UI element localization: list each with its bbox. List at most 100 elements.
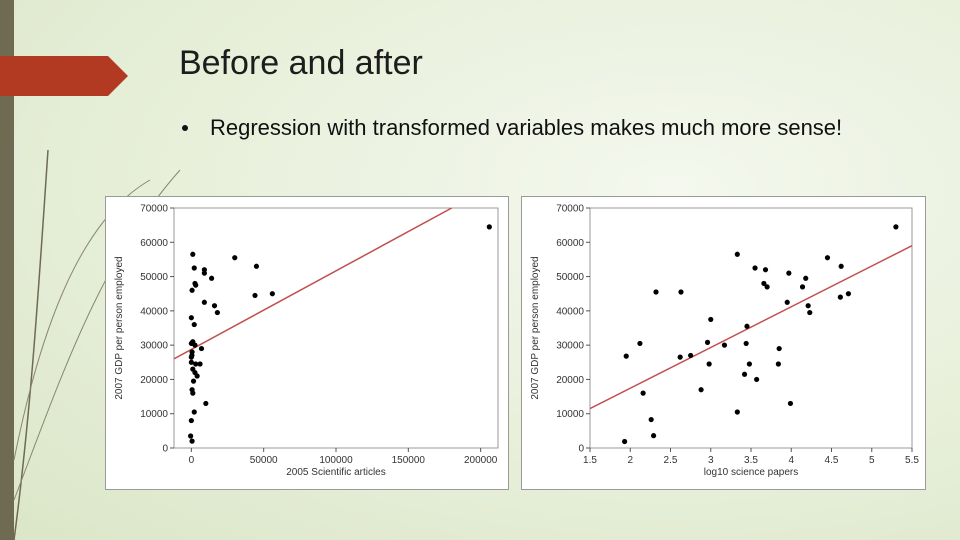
- data-point: [192, 280, 198, 287]
- data-point: [805, 303, 811, 309]
- data-point: [845, 291, 852, 297]
- data-point: [744, 323, 750, 329]
- data-point: [698, 387, 704, 393]
- y-tick-label: 50000: [556, 272, 584, 283]
- x-tick-label: 50000: [250, 455, 278, 466]
- data-point: [743, 340, 749, 347]
- data-point: [688, 352, 694, 359]
- y-tick-label: 20000: [556, 375, 584, 386]
- bullet-text: Regression with transformed variables ma…: [210, 115, 843, 140]
- y-tick-label: 30000: [556, 341, 584, 352]
- data-point: [754, 376, 760, 383]
- data-point: [189, 287, 195, 293]
- data-point: [194, 373, 200, 379]
- data-point: [776, 345, 782, 352]
- data-point: [201, 299, 207, 305]
- data-point: [746, 361, 752, 367]
- data-point: [188, 417, 194, 424]
- x-tick-label: 5.5: [905, 455, 919, 466]
- data-point: [211, 303, 218, 309]
- data-point: [838, 263, 844, 269]
- data-point: [752, 265, 758, 271]
- data-point: [191, 409, 197, 415]
- x-tick-label: 2: [627, 455, 633, 466]
- data-point: [787, 400, 794, 407]
- data-point: [232, 255, 238, 261]
- data-point: [837, 294, 843, 300]
- data-point: [252, 292, 258, 299]
- y-tick-label: 40000: [556, 306, 584, 317]
- data-point: [190, 378, 197, 384]
- x-tick-label: 200000: [464, 455, 498, 466]
- y-tick-label: 60000: [556, 238, 584, 249]
- regression-line: [174, 208, 453, 360]
- x-tick-label: 0: [189, 455, 195, 466]
- data-point: [807, 309, 813, 316]
- data-point: [761, 280, 767, 287]
- y-tick-label: 0: [162, 444, 168, 455]
- scatter-chart-log-svg: 0 10000 20000 30000 40000 50000 60000 70000 1.5 2…: [530, 204, 919, 479]
- data-point: [786, 270, 792, 276]
- y-tick-label: 40000: [140, 306, 168, 317]
- data-point: [209, 275, 215, 281]
- scatter-chart-raw-svg: 0 10000 20000 30000 40000 50000 60000 70000 0 500…: [114, 204, 499, 478]
- data-point: [637, 340, 643, 347]
- data-point: [803, 275, 809, 281]
- data-point: [704, 339, 711, 345]
- y-tick-label: 10000: [140, 409, 168, 420]
- data-point: [640, 390, 646, 396]
- data-point: [191, 265, 197, 271]
- data-point: [708, 316, 714, 323]
- data-point: [203, 400, 209, 407]
- y-tick-label: 30000: [140, 341, 168, 352]
- data-point: [214, 309, 220, 316]
- data-point: [188, 315, 194, 321]
- data-point: [188, 433, 194, 439]
- data-point: [188, 340, 194, 347]
- data-point: [734, 251, 740, 257]
- x-tick-label: 100000: [319, 455, 353, 466]
- data-point: [799, 284, 806, 290]
- scatter-chart-log: 0 10000 20000 30000 40000 50000 60000 70000 1.5 2…: [521, 196, 926, 490]
- y-tick-label: 10000: [556, 409, 584, 420]
- bullet-icon: [182, 125, 188, 131]
- scatter-chart-raw: 0 10000 20000 30000 40000 50000 60000 70000 0 500…: [105, 196, 509, 490]
- x-axis-label: 2005 Scientific articles: [286, 467, 386, 478]
- data-point: [188, 359, 194, 365]
- data-point: [678, 289, 684, 295]
- data-point: [622, 438, 628, 445]
- data-point: [269, 291, 275, 297]
- x-axis-label: log10 science papers: [704, 467, 799, 478]
- data-point: [721, 342, 728, 348]
- data-point: [653, 289, 659, 295]
- data-point: [253, 263, 260, 269]
- y-tick-label: 0: [578, 444, 584, 455]
- data-point: [677, 354, 683, 360]
- data-point: [784, 299, 790, 305]
- x-tick-label: 3.5: [744, 455, 758, 466]
- plot-area: [589, 207, 913, 449]
- data-point: [775, 361, 781, 367]
- x-tick-label: 4.5: [825, 455, 839, 466]
- y-tick-label: 70000: [140, 204, 168, 215]
- data-point: [764, 284, 770, 290]
- data-point: [198, 345, 205, 352]
- x-tick-label: 1.5: [583, 455, 597, 466]
- data-point: [650, 433, 657, 439]
- data-point: [762, 267, 769, 273]
- plot-area: [173, 207, 499, 449]
- title-accent-tab: [0, 56, 128, 96]
- x-tick-label: 3: [708, 455, 714, 466]
- data-point: [197, 361, 203, 367]
- data-point: [190, 251, 196, 257]
- data-point: [190, 390, 196, 396]
- data-point: [191, 321, 197, 328]
- y-tick-label: 20000: [140, 375, 168, 386]
- data-point: [706, 361, 712, 367]
- y-axis-label: 2007 GDP per person employed: [530, 256, 541, 399]
- data-point: [201, 270, 207, 276]
- y-axis-label: 2007 GDP per person employed: [114, 256, 125, 399]
- x-tick-label: 2.5: [664, 455, 678, 466]
- slide-title: Before and after: [179, 44, 423, 82]
- data-point: [486, 224, 492, 230]
